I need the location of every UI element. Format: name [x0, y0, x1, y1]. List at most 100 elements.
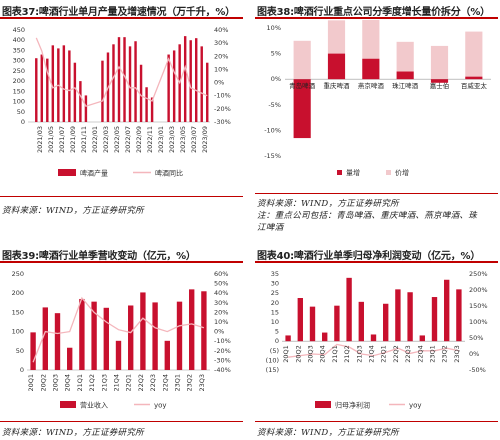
- panel-38-note-1: 注：重点公司包括：青岛啤酒、重庆啤酒、燕京啤酒、珠: [257, 211, 478, 221]
- panel-40-bottom-rule: [255, 421, 498, 422]
- x-tick: 2022/09: [135, 126, 143, 153]
- bar-value: [456, 289, 462, 342]
- y-left-tick: 450: [13, 26, 25, 34]
- panel-38-rule: [255, 17, 498, 19]
- bar-value: [79, 298, 85, 370]
- bar-production: [167, 54, 170, 122]
- x-tick: 2022/11: [146, 126, 154, 153]
- x-tick: 2023/07: [190, 126, 198, 153]
- y-tick: 0%: [271, 75, 281, 83]
- line-yoy: [32, 296, 205, 363]
- x-tick: 20Q4: [319, 345, 327, 363]
- bar-value: [346, 277, 352, 342]
- bar-production: [139, 64, 143, 122]
- bar-value: [444, 279, 450, 342]
- y-left-tick: 200: [12, 289, 24, 297]
- chart-39: 0 50 100 150 200 250 -40% -30%-20% -10%0% 10% 20%3…: [12, 270, 231, 410]
- panel-40: 图表40:啤酒行业单季归母净利润变动（亿元，%） (15) (10) (5) 0 5 10…: [255, 244, 500, 440]
- y-left-tick: 50: [17, 108, 25, 116]
- bar-price: [293, 40, 311, 80]
- y-right-tick: -30%: [214, 118, 231, 126]
- panel-39-source: 资料来源：WIND，方正证券研究所: [2, 428, 144, 438]
- bar-value: [201, 291, 207, 370]
- bar-price: [396, 41, 414, 72]
- bar-production: [62, 45, 66, 122]
- panel-37-source: 资料来源：WIND，方正证券研究所: [2, 206, 144, 216]
- legend-label-price: 价增: [395, 168, 409, 177]
- bar-value: [176, 301, 183, 370]
- x-tick: 22Q2: [137, 374, 145, 392]
- bar-price: [362, 20, 380, 59]
- y-left-tick: 0: [21, 118, 25, 126]
- bar-production: [117, 37, 121, 122]
- x-tick: 20Q1: [282, 345, 290, 363]
- bar-production: [112, 44, 115, 122]
- y-right-tick: 250%: [469, 270, 488, 278]
- y-right-tick: 30%: [214, 299, 228, 307]
- x-tick: 20Q2: [39, 374, 47, 392]
- y-tick: 10%: [267, 24, 281, 32]
- y-tick: -15%: [264, 152, 281, 160]
- x-tick: 2023/01: [157, 126, 165, 153]
- x-tick: 2021/07: [58, 126, 66, 153]
- panel-40-rule: [255, 261, 498, 263]
- legend-label-yoy: yoy: [154, 402, 167, 410]
- x-tick: 2021/11: [80, 126, 88, 153]
- x-tick: 2021/05: [47, 126, 55, 153]
- x-tick: 2023/09: [201, 126, 209, 153]
- bar-volume: [465, 76, 483, 80]
- panel-37: 图表37:啤酒行业单月产量及增速情况（万千升，%） 0 50 100 150 200 25…: [0, 0, 245, 220]
- category-label: 青岛啤酒: [289, 81, 316, 90]
- bar-price: [327, 20, 346, 54]
- bar-value: [67, 347, 73, 370]
- x-tick: 22Q1: [125, 374, 133, 392]
- line-yoy: [35, 37, 208, 107]
- bar-value: [42, 307, 48, 370]
- panel-38-note-2: 江啤酒: [257, 223, 284, 233]
- x-tick: 23Q1: [174, 374, 182, 392]
- bar-value: [140, 292, 146, 370]
- y-left-tick: (15): [266, 366, 279, 374]
- bar-production: [46, 58, 49, 122]
- y-right-tick: 10%: [214, 65, 228, 73]
- y-left-tick: 50: [16, 347, 24, 355]
- y-right-tick: -40%: [214, 366, 231, 374]
- y-left-tick: 10: [271, 318, 279, 326]
- y-left-tick: 20: [271, 299, 279, 307]
- x-tick: 23Q2: [186, 374, 194, 392]
- x-tick: 2023/05: [179, 126, 187, 153]
- panel-40-title: 图表40:啤酒行业单季归母净利润变动（亿元，%）: [257, 251, 481, 262]
- panel-39-rule: [0, 261, 243, 263]
- panel-38-title: 图表38:啤酒行业重点公司分季度增长量价拆分（%）: [257, 7, 490, 18]
- x-tick: 23Q3: [453, 345, 461, 363]
- panel-39: 图表39:啤酒行业单季营收变动（亿元，%） 0 50 100 150 200 250 -40…: [0, 244, 245, 440]
- y-right-tick: 40%: [214, 289, 228, 297]
- y-right-tick: 10%: [214, 318, 228, 326]
- y-right-tick: -50%: [469, 366, 486, 374]
- legend-swatch-bars: [315, 401, 331, 408]
- bar-production: [128, 46, 132, 122]
- bar-production: [123, 37, 126, 122]
- y-right-tick: 200%: [469, 286, 488, 294]
- x-tick: 21Q2: [343, 345, 351, 363]
- bar-value: [103, 307, 109, 370]
- bar-value: [285, 335, 291, 342]
- legend-label-bars: 归母净利润: [335, 401, 370, 410]
- legend-label-yoy: 啤酒同比: [155, 169, 183, 178]
- x-tick: 21Q1: [331, 345, 339, 363]
- legend-swatch-production: [58, 169, 76, 176]
- y-right-tick: -10%: [214, 92, 231, 100]
- legend-label-volume: 量增: [346, 168, 360, 177]
- bar-value: [297, 298, 303, 342]
- y-right-tick: -30%: [214, 356, 231, 364]
- x-tick: 20Q1: [27, 374, 35, 392]
- legend-label-production: 啤酒产量: [80, 169, 108, 178]
- x-tick: 20Q4: [64, 374, 72, 392]
- bar-price: [430, 45, 449, 80]
- bar-value: [128, 305, 134, 370]
- x-tick: 22Q2: [392, 345, 400, 363]
- y-right-tick: -20%: [214, 347, 231, 355]
- y-left-tick: 300: [13, 57, 25, 65]
- y-right-tick: 50%: [469, 334, 483, 342]
- x-tick: 21Q4: [368, 345, 376, 363]
